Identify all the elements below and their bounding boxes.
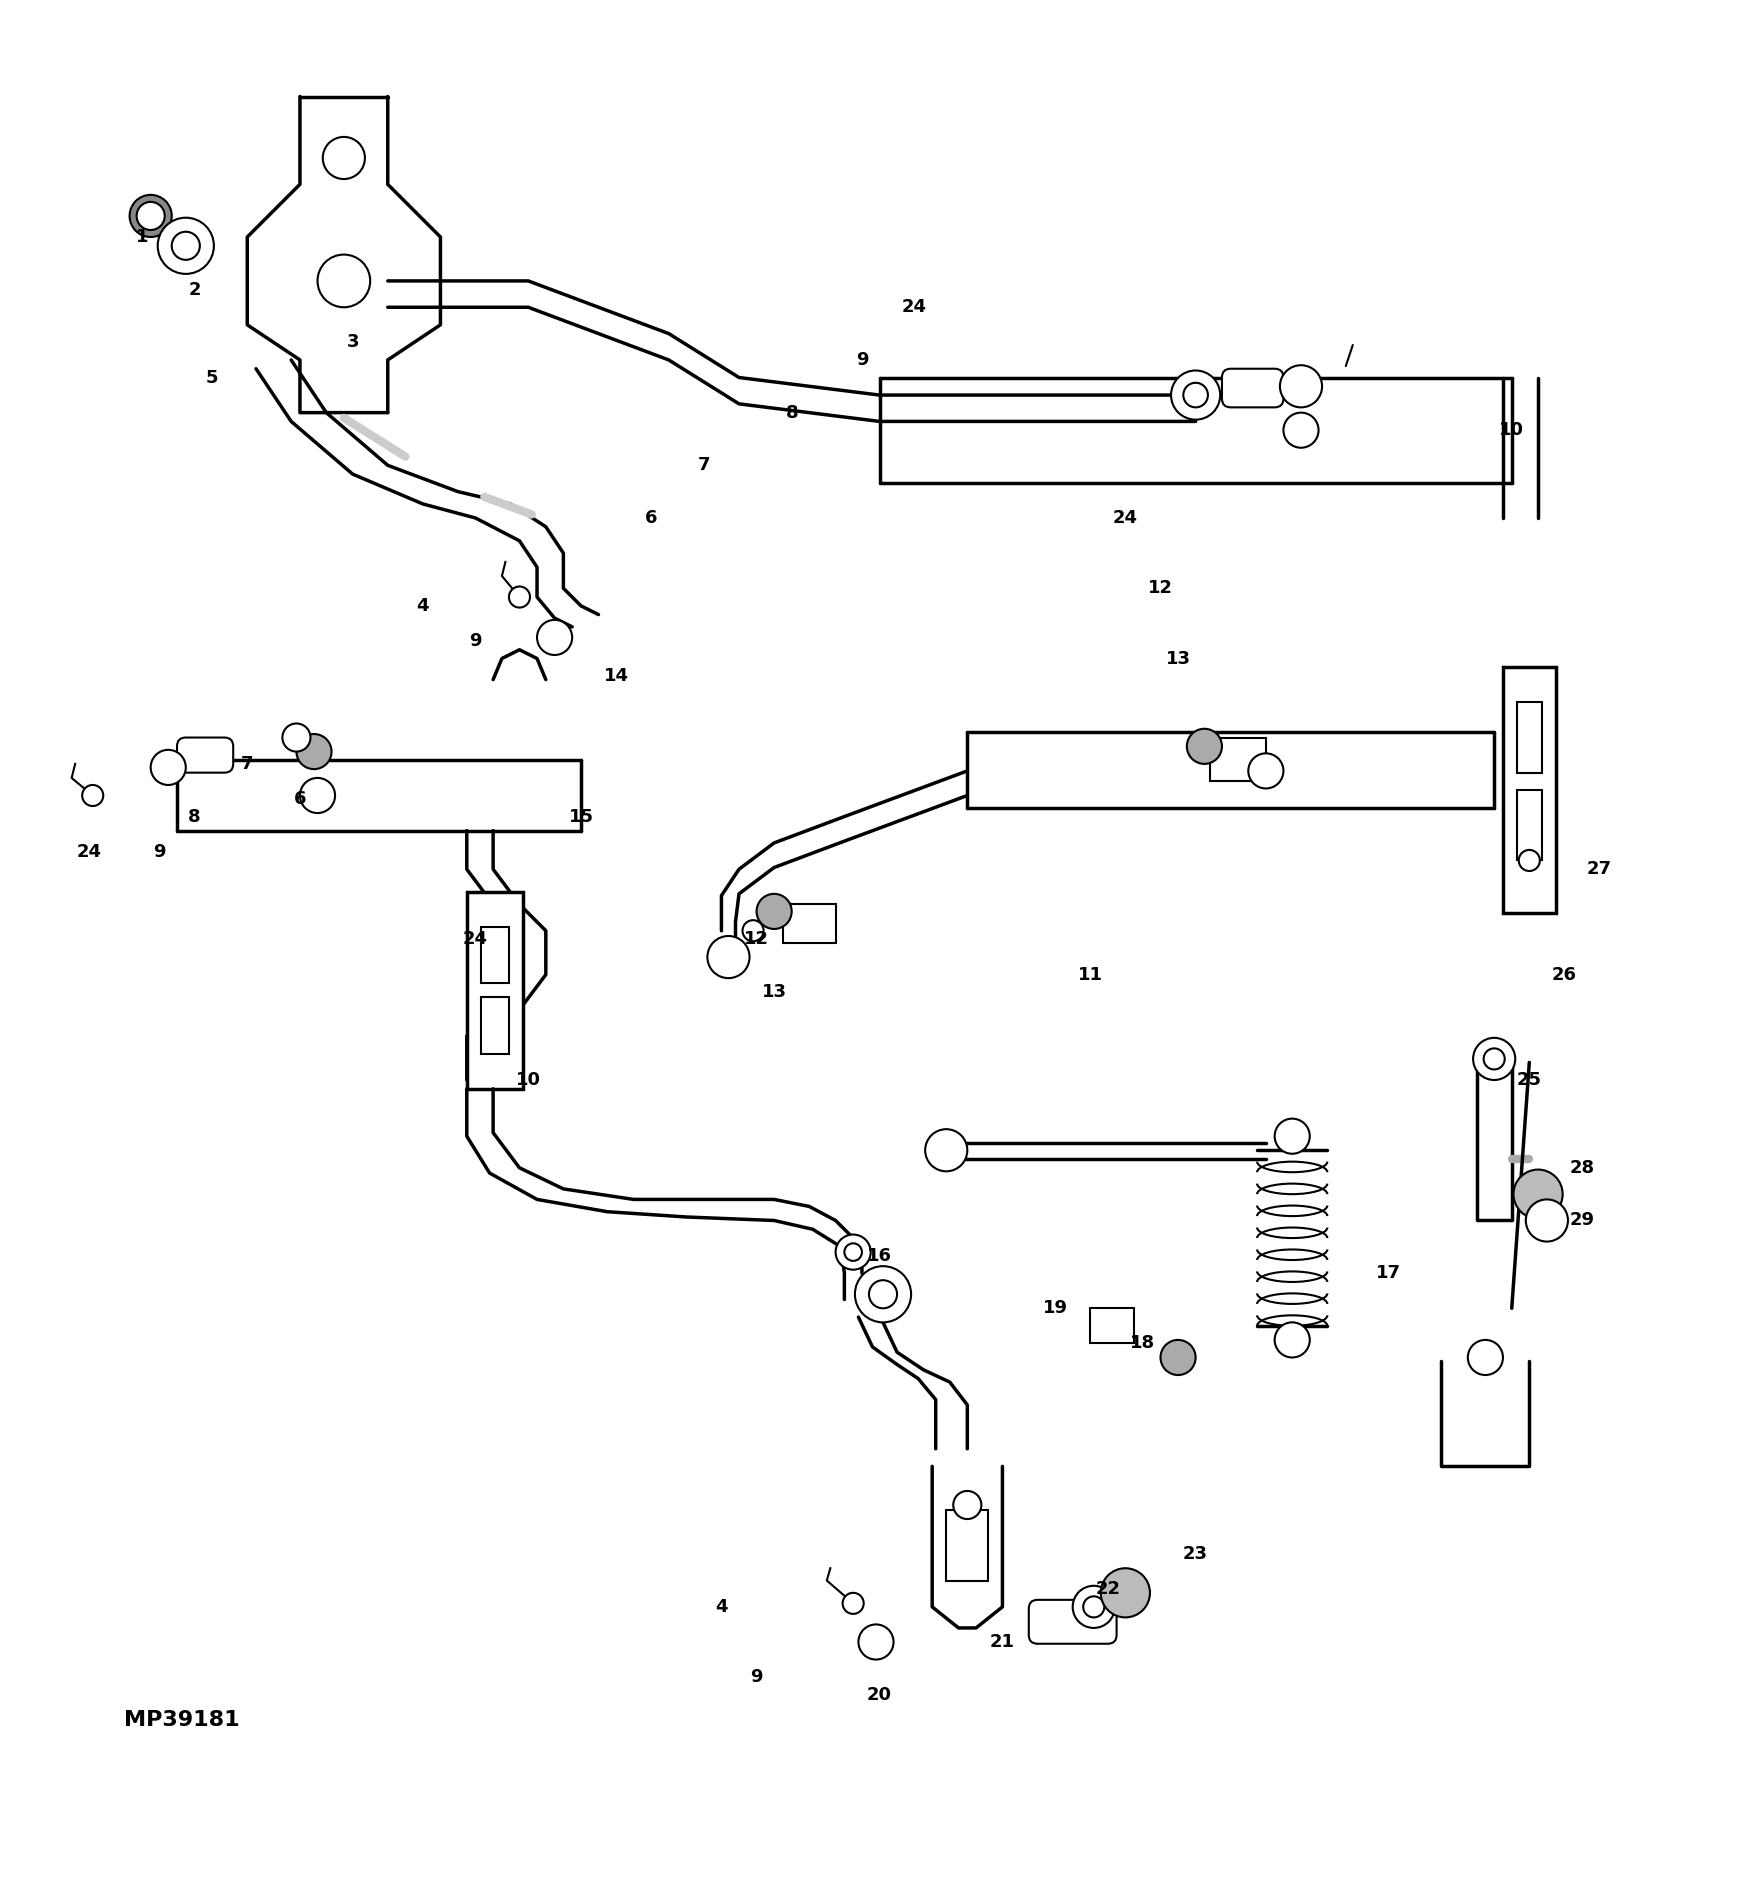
Circle shape	[130, 195, 172, 237]
Circle shape	[1472, 1037, 1514, 1080]
Text: 25: 25	[1516, 1071, 1543, 1090]
Circle shape	[297, 735, 331, 769]
Circle shape	[1467, 1340, 1502, 1375]
Text: 9: 9	[470, 631, 482, 650]
Circle shape	[1187, 729, 1223, 765]
Circle shape	[756, 894, 792, 928]
Circle shape	[1513, 1169, 1562, 1219]
FancyBboxPatch shape	[1223, 368, 1284, 408]
Text: 6: 6	[646, 509, 658, 526]
Text: 19: 19	[1043, 1298, 1068, 1317]
Circle shape	[869, 1280, 897, 1308]
Text: 20: 20	[867, 1685, 892, 1704]
Circle shape	[1483, 1048, 1504, 1069]
Circle shape	[858, 1625, 894, 1659]
Text: 23: 23	[1184, 1545, 1208, 1563]
Circle shape	[324, 137, 364, 179]
Text: 7: 7	[698, 457, 711, 474]
Text: 6: 6	[294, 789, 306, 808]
Text: 13: 13	[1166, 650, 1191, 667]
FancyBboxPatch shape	[178, 738, 234, 772]
Circle shape	[855, 1266, 911, 1323]
Text: 9: 9	[153, 842, 165, 861]
Text: 9: 9	[751, 1669, 763, 1685]
Text: 16: 16	[867, 1246, 892, 1265]
Bar	[1091, 1308, 1135, 1343]
Circle shape	[1101, 1569, 1150, 1618]
Bar	[783, 904, 836, 943]
Text: 12: 12	[744, 930, 769, 949]
Circle shape	[301, 778, 334, 814]
Text: 27: 27	[1587, 861, 1611, 877]
Text: 4: 4	[716, 1597, 728, 1616]
Circle shape	[137, 201, 165, 229]
Text: 9: 9	[855, 351, 869, 368]
Text: MP39181: MP39181	[125, 1710, 239, 1731]
Text: 3: 3	[347, 333, 359, 351]
Circle shape	[508, 586, 529, 607]
Text: 8: 8	[188, 808, 201, 825]
Circle shape	[707, 936, 749, 979]
Bar	[1516, 791, 1541, 861]
Text: 10: 10	[1499, 421, 1525, 440]
Text: 24: 24	[902, 299, 927, 316]
Circle shape	[1161, 1340, 1196, 1375]
Bar	[1502, 667, 1555, 913]
Text: 4: 4	[417, 598, 429, 614]
Circle shape	[836, 1235, 871, 1270]
Circle shape	[1281, 365, 1323, 408]
Circle shape	[844, 1244, 862, 1261]
Circle shape	[158, 218, 215, 274]
Bar	[946, 1511, 989, 1580]
Text: 29: 29	[1569, 1212, 1594, 1229]
Text: 24: 24	[1113, 509, 1138, 526]
Circle shape	[318, 254, 369, 308]
Text: 24: 24	[77, 842, 102, 861]
Text: 11: 11	[1078, 966, 1103, 983]
Bar	[1516, 703, 1541, 772]
Circle shape	[1275, 1118, 1310, 1154]
Text: 22: 22	[1096, 1580, 1120, 1599]
Circle shape	[172, 231, 201, 259]
Text: 7: 7	[241, 755, 253, 772]
Text: 12: 12	[1149, 579, 1173, 598]
Text: 24: 24	[463, 930, 487, 949]
Text: 10: 10	[515, 1071, 540, 1090]
Bar	[480, 926, 508, 983]
Circle shape	[1184, 383, 1208, 408]
Circle shape	[742, 921, 763, 941]
Circle shape	[1518, 849, 1539, 872]
Text: 26: 26	[1551, 966, 1576, 983]
Bar	[480, 998, 508, 1054]
Circle shape	[83, 785, 104, 806]
Circle shape	[1525, 1199, 1567, 1242]
Circle shape	[925, 1129, 967, 1171]
Bar	[466, 893, 522, 1088]
Circle shape	[151, 750, 186, 785]
Circle shape	[1084, 1597, 1105, 1618]
Circle shape	[953, 1490, 982, 1518]
Text: 17: 17	[1376, 1265, 1402, 1281]
Bar	[1210, 738, 1266, 782]
Circle shape	[1275, 1323, 1310, 1357]
Circle shape	[843, 1593, 864, 1614]
Circle shape	[1073, 1586, 1115, 1627]
FancyBboxPatch shape	[1029, 1599, 1117, 1644]
Circle shape	[1171, 370, 1221, 419]
Text: 5: 5	[206, 368, 218, 387]
Text: 28: 28	[1569, 1159, 1595, 1176]
Text: 14: 14	[603, 667, 628, 686]
Text: 21: 21	[990, 1633, 1015, 1652]
Circle shape	[1249, 753, 1284, 789]
Circle shape	[283, 723, 311, 752]
Text: 1: 1	[135, 227, 148, 246]
Circle shape	[1284, 413, 1319, 447]
Text: 15: 15	[568, 808, 593, 825]
Circle shape	[536, 620, 572, 656]
Text: 18: 18	[1131, 1334, 1156, 1353]
Text: 2: 2	[188, 280, 201, 299]
Text: 8: 8	[785, 404, 799, 421]
Text: 13: 13	[762, 983, 786, 1002]
